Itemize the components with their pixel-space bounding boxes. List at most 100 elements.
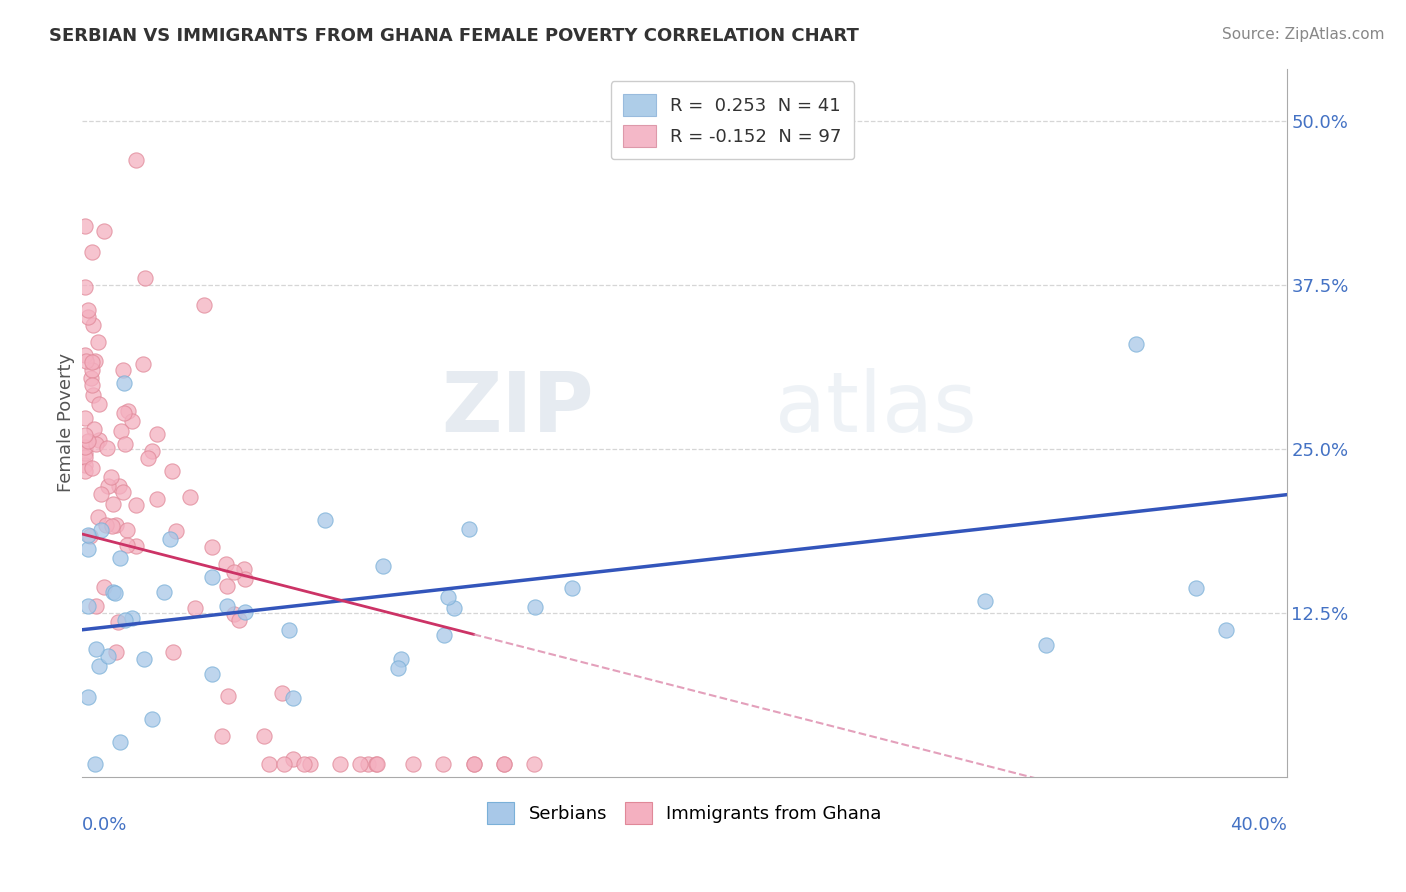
Point [387,661,409,675]
Point [132,652,155,666]
Point [233,605,256,619]
Point [228,613,250,627]
Point [183,600,205,615]
Point [1185,582,1208,596]
Point [100,518,122,533]
Point [124,498,146,512]
Point [103,585,125,599]
Point [86,510,108,524]
Point [211,729,233,743]
Point [84,756,107,771]
Point [366,756,388,771]
Text: 40.0%: 40.0% [1230,815,1286,833]
Point [114,437,136,451]
Point [77,527,100,541]
Point [329,756,352,771]
Point [93,580,115,594]
Point [89,397,111,411]
Point [86,641,108,656]
Point [134,271,156,285]
Point [75,348,97,362]
Point [83,422,105,436]
Point [121,611,143,625]
Point [114,613,136,627]
Point [364,756,387,771]
Point [273,756,295,771]
Point [115,538,138,552]
Point [82,318,104,333]
Point [80,245,103,260]
Point [101,497,124,511]
Point [463,756,485,771]
Point [179,490,201,504]
Point [94,518,117,533]
Point [314,513,336,527]
Point [136,451,159,466]
Text: 0.0%: 0.0% [82,815,128,833]
Point [75,428,97,442]
Point [77,690,100,705]
Point [108,479,131,493]
Point [82,388,104,402]
Point [112,362,135,376]
Point [87,335,110,350]
Point [75,446,97,460]
Point [492,756,515,771]
Point [523,756,546,771]
Point [146,427,169,442]
Point [76,302,98,317]
Text: SERBIAN VS IMMIGRANTS FROM GHANA FEMALE POVERTY CORRELATION CHART: SERBIAN VS IMMIGRANTS FROM GHANA FEMALE … [49,27,859,45]
Point [107,615,129,630]
Point [125,153,148,168]
Point [437,591,460,605]
Point [193,297,215,311]
Point [561,581,583,595]
Point [1035,639,1057,653]
Point [299,756,322,771]
Point [82,461,104,475]
Point [217,599,239,613]
Point [162,464,184,478]
Point [77,310,100,324]
Point [253,729,276,743]
Point [217,579,239,593]
Point [162,645,184,659]
Point [432,756,454,771]
Point [77,542,100,557]
Point [523,599,546,614]
Point [84,599,107,614]
Point [105,518,128,533]
Point [201,666,224,681]
Point [87,433,110,447]
Point [90,523,112,537]
Point [80,355,103,369]
Point [93,224,115,238]
Point [75,464,97,478]
Text: ZIP: ZIP [441,368,595,449]
Point [86,437,108,451]
Point [201,540,224,554]
Point [356,756,378,771]
Point [96,441,118,455]
Point [389,652,412,666]
Legend: Serbians, Immigrants from Ghana: Serbians, Immigrants from Ghana [479,795,889,831]
Point [201,569,224,583]
Point [104,586,127,600]
Point [131,357,153,371]
Point [463,756,485,771]
Point [1215,623,1237,637]
Point [90,487,112,501]
Point [215,557,238,571]
Point [100,469,122,483]
Point [1125,337,1147,351]
Point [141,444,163,458]
Point [281,752,304,766]
Point [233,572,256,586]
Text: Source: ZipAtlas.com: Source: ZipAtlas.com [1222,27,1385,42]
Point [443,600,465,615]
Point [121,414,143,428]
Point [75,450,97,465]
Point [87,659,110,673]
Point [75,440,97,454]
Point [373,559,395,574]
